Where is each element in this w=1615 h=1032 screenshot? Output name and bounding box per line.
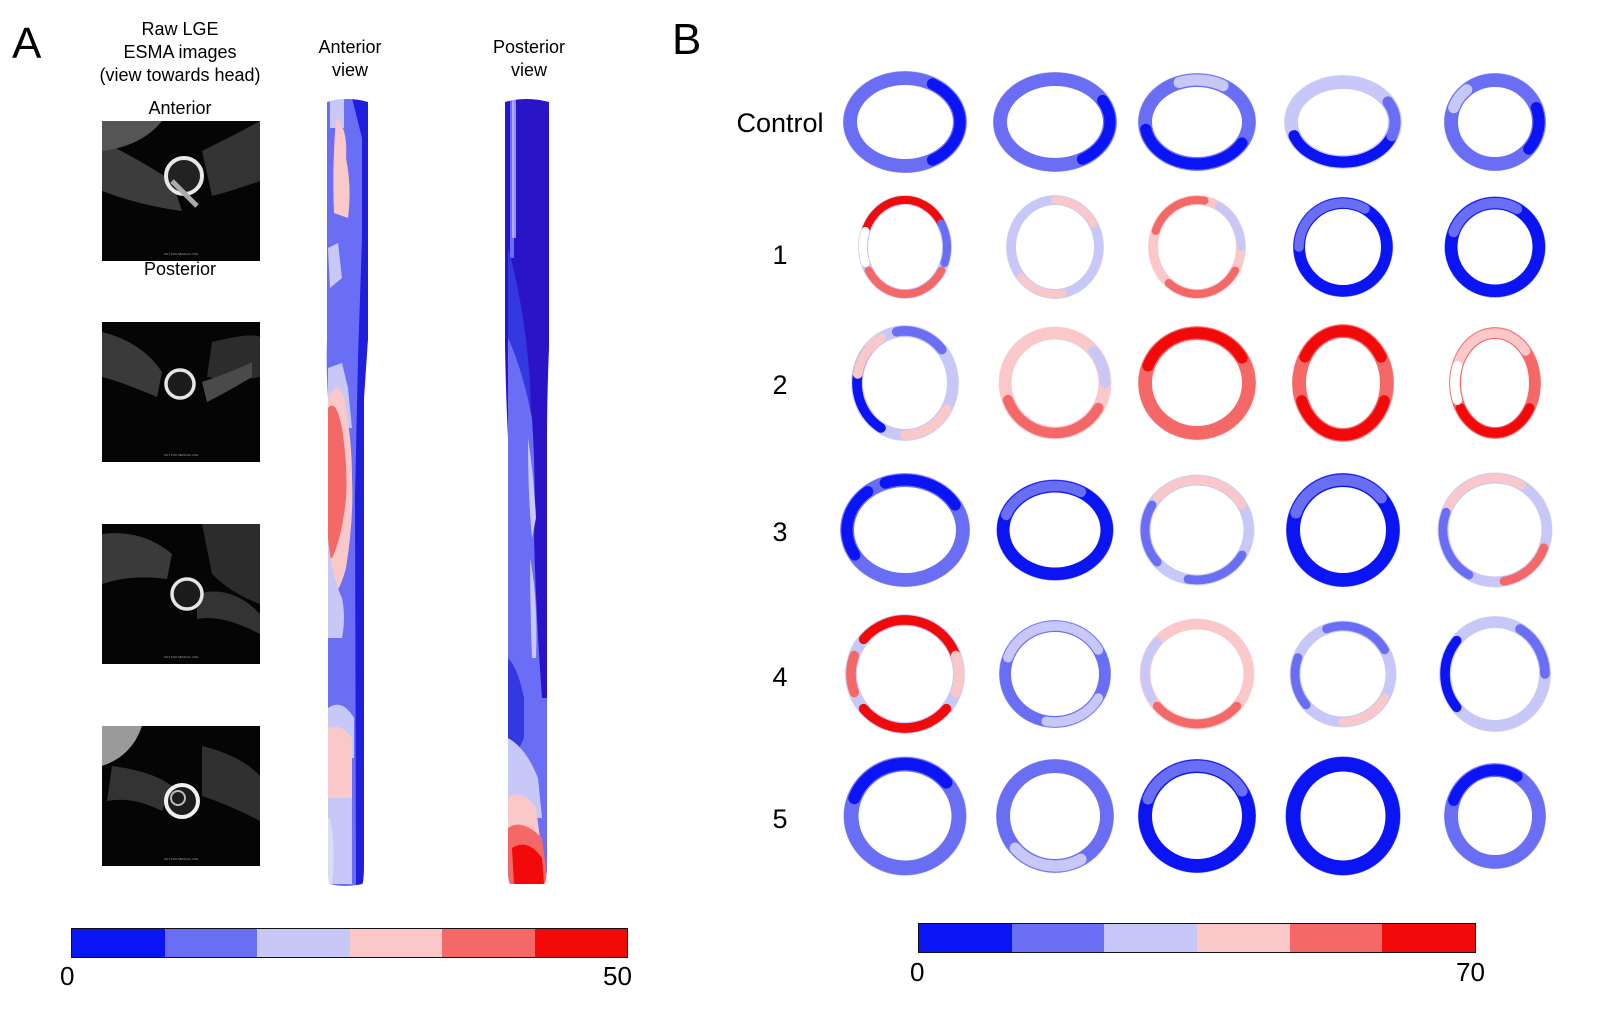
posterior-label: Posterior [143, 259, 217, 279]
ring-row0-col2 [992, 71, 1118, 173]
ring-row4-col1 [844, 613, 966, 735]
colorbar-b-max-label: 70 [1456, 957, 1485, 987]
colorbar-a-bin-2 [164, 929, 257, 957]
panel-a-letter: A [12, 19, 42, 68]
ring-row4-col5 [1438, 615, 1552, 733]
ring-row3-col1 [839, 472, 971, 588]
ring-row4-col3 [1139, 618, 1255, 730]
colorbar-b-bin-1 [919, 924, 1012, 952]
colorbar-a-bin-3 [257, 929, 350, 957]
raw-title-line-2: ESMA images [123, 42, 237, 62]
anterior-view-line-1: Anterior [318, 37, 382, 57]
ring-grid [839, 70, 1553, 876]
posterior-view-title: Posterior view [479, 36, 579, 82]
colorbar-b-bin-6 [1382, 924, 1476, 952]
colorbar-b-bin-4 [1197, 924, 1290, 952]
watermark-4: NOT FOR MEDICAL USE [164, 857, 199, 861]
ring-row5-col1 [843, 756, 967, 876]
row-label-control: Control [736, 108, 824, 138]
colorbar-a [71, 928, 628, 958]
ring-row2-col3 [1137, 325, 1257, 441]
ring-row3-col4 [1285, 472, 1401, 588]
colorbar-b-bin-2 [1011, 924, 1105, 952]
anterior-view-title: Anterior view [300, 36, 400, 82]
ring-row4-col2 [998, 619, 1112, 729]
row-label-4: 4 [772, 662, 788, 692]
colorbar-b-bin-3 [1104, 924, 1198, 952]
watermark-2: NOT FOR MEDICAL USE [164, 453, 199, 457]
anterior-label: Anterior [148, 98, 212, 118]
ring-row3-col5 [1437, 472, 1553, 588]
posterior-vessel-map [505, 99, 549, 884]
ring-row3-col2 [996, 479, 1114, 581]
ring-row0-col4 [1283, 74, 1403, 170]
ring-row2-col1 [850, 324, 960, 442]
colorbar-a-bin-4 [349, 929, 442, 957]
ring-row2-col5 [1448, 326, 1542, 440]
raw-title-line-3: (view towards head) [99, 65, 261, 85]
ring-row3-col3 [1139, 474, 1255, 586]
colorbar-b-min-label: 0 [910, 957, 925, 987]
row-label-3: 3 [772, 517, 788, 547]
ring-row1-col2 [1005, 194, 1105, 300]
posterior-view-line-1: Posterior [492, 37, 566, 57]
ring-row2-col2 [998, 326, 1112, 440]
ring-row5-col2 [995, 758, 1115, 874]
posterior-view-line-2: view [510, 60, 547, 80]
ring-row1-col3 [1147, 194, 1247, 300]
mri-image-4: NOT FOR MEDICAL USE [102, 726, 260, 866]
ring-row1-col4 [1292, 196, 1394, 298]
colorbar-a-bin-1 [72, 929, 165, 957]
ring-row1-col1 [857, 194, 953, 300]
colorbar-b-bin-5 [1289, 924, 1383, 952]
ring-row1-col5 [1444, 196, 1546, 298]
mri-image-1: NOT FOR MEDICAL USE [102, 121, 260, 261]
row-label-1: 1 [772, 240, 788, 270]
ring-row0-col5 [1443, 72, 1547, 172]
ring-row2-col4 [1291, 323, 1395, 443]
colorbar-a-max-label: 50 [603, 961, 632, 991]
watermark-3: NOT FOR MEDICAL USE [164, 655, 199, 659]
raw-title-line-1: Raw LGE [141, 19, 219, 39]
watermark-1: NOT FOR MEDICAL USE [164, 252, 199, 256]
ring-row5-col4 [1285, 756, 1401, 876]
row-label-2: 2 [772, 370, 788, 400]
ring-row0-col3 [1137, 72, 1257, 172]
anterior-vessel-map [326, 99, 368, 886]
colorbar-b [918, 923, 1476, 953]
ring-row0-col1 [842, 70, 968, 174]
ring-row5-col3 [1137, 758, 1257, 874]
mri-image-3: NOT FOR MEDICAL USE [102, 524, 260, 664]
colorbar-a-bin-5 [442, 929, 535, 957]
panel-b-letter: B [672, 15, 702, 64]
row-label-5: 5 [772, 804, 788, 834]
colorbar-a-bin-6 [534, 929, 627, 957]
anterior-view-line-2: view [331, 60, 368, 80]
raw-images-title: Raw LGE ESMA images (view towards head) [80, 18, 280, 87]
mri-image-2: NOT FOR MEDICAL USE [102, 322, 260, 462]
ring-row4-col4 [1289, 620, 1397, 728]
colorbar-a-min-label: 0 [60, 961, 75, 991]
ring-row5-col5 [1443, 762, 1547, 870]
